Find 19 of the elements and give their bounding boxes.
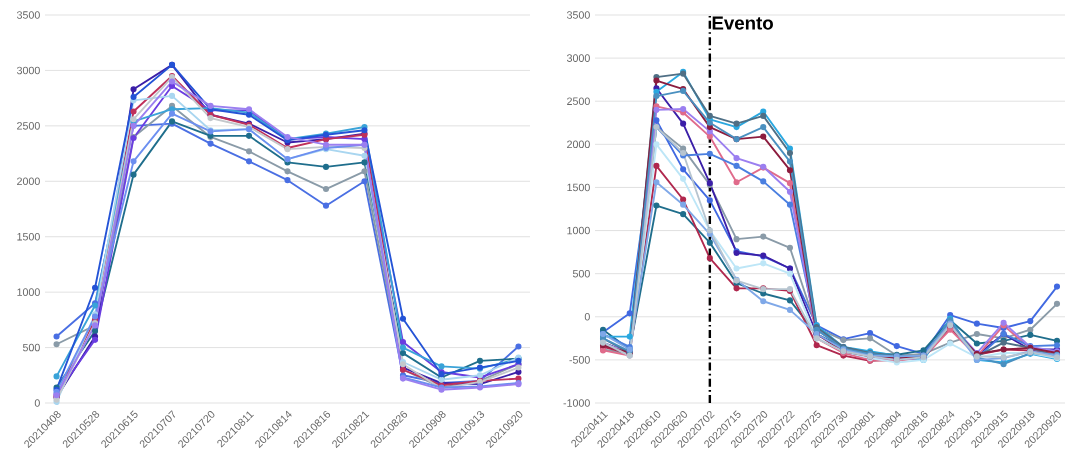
- y-tick-label: -500: [569, 356, 590, 364]
- y-tick-label: 1000: [17, 288, 40, 296]
- y-tick-label: 2500: [17, 122, 40, 130]
- y-tick-label: 2000: [17, 177, 40, 186]
- y-tick-label: -1000: [563, 399, 590, 407]
- y-tick-label: 1500: [17, 232, 40, 241]
- y-tick-label: 3500: [16, 11, 40, 19]
- y-tick-label: 3500: [566, 11, 590, 19]
- y-tick-label: 3000: [566, 54, 590, 62]
- y-tick-label: 2500: [567, 97, 590, 105]
- y-tick-label: 0: [584, 313, 590, 321]
- ref-line-label: Evento: [712, 16, 773, 30]
- y-tick-label: 2000: [567, 140, 590, 149]
- y-tick-label: 500: [572, 269, 590, 278]
- y-tick-label: 1000: [567, 226, 590, 235]
- y-tick-label: 500: [22, 343, 40, 352]
- y-tick-label: 1500: [567, 183, 590, 192]
- y-tick-label: 3000: [16, 66, 40, 75]
- y-tick-label: 0: [34, 399, 40, 407]
